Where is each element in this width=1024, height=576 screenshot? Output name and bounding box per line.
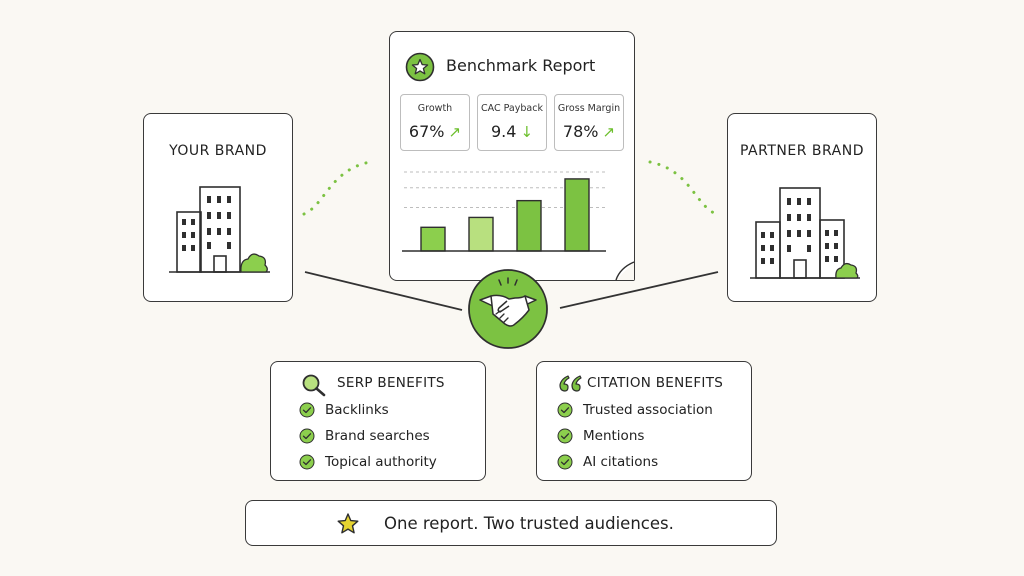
metric-label: CAC Payback xyxy=(481,103,543,114)
bush-icon xyxy=(835,262,859,279)
chart-bar xyxy=(468,216,494,252)
bush-icon xyxy=(240,253,268,273)
left-dotted-connector xyxy=(302,160,372,216)
check-circle-icon xyxy=(557,402,573,418)
citation-benefits-list: Trusted association Mentions AI citation… xyxy=(557,401,713,479)
check-circle-icon xyxy=(299,428,315,444)
star-icon xyxy=(337,513,359,534)
office-building-icon xyxy=(750,187,860,279)
arrow-up-right-icon: ↗ xyxy=(602,123,616,141)
your-brand-card: YOUR BRAND xyxy=(143,113,293,302)
chart-bar xyxy=(564,178,590,252)
citation-benefits-title: CITATION BENEFITS xyxy=(587,375,724,391)
serp-benefits-list: Backlinks Brand searches Topical authori… xyxy=(299,401,437,479)
arrow-up-right-icon: ↗ xyxy=(448,123,462,141)
bar-chart xyxy=(402,171,606,252)
tagline-banner: One report. Two trusted audiences. xyxy=(245,500,777,546)
your-brand-title: YOUR BRAND xyxy=(169,143,267,159)
benefit-text: Brand searches xyxy=(325,428,430,444)
left-connector-curve xyxy=(304,271,463,311)
star-badge-icon xyxy=(405,52,435,82)
benefit-text: Backlinks xyxy=(325,402,389,418)
right-dotted-connector xyxy=(648,160,718,216)
list-item: Brand searches xyxy=(299,427,437,453)
partner-brand-title: PARTNER BRAND xyxy=(740,143,864,159)
chart-bar xyxy=(420,226,446,252)
check-circle-icon xyxy=(557,428,573,444)
metric-card-gross-margin: Gross Margin 78% ↗ xyxy=(554,94,624,151)
serp-benefits-card: SERP BENEFITS Backlinks Brand searches T… xyxy=(270,361,486,481)
check-circle-icon xyxy=(299,454,315,470)
list-item: AI citations xyxy=(557,453,713,479)
benefit-text: AI citations xyxy=(583,454,659,470)
check-circle-icon xyxy=(299,402,315,418)
metric-label: Growth xyxy=(417,103,453,114)
metric-label: Gross Margin xyxy=(557,103,621,114)
benefit-text: Mentions xyxy=(583,428,645,444)
list-item: Mentions xyxy=(557,427,713,453)
benchmark-report-card: Benchmark Report Growth 67% ↗ CAC Payback… xyxy=(389,31,635,281)
office-building-icon xyxy=(169,186,270,273)
check-circle-icon xyxy=(557,454,573,470)
list-item: Trusted association xyxy=(557,401,713,427)
metric-card-growth: Growth 67% ↗ xyxy=(400,94,470,151)
magnifier-icon xyxy=(302,374,326,397)
metric-value: 9.4 xyxy=(490,122,517,141)
list-item: Topical authority xyxy=(299,453,437,479)
chart-bar xyxy=(516,199,542,252)
arrow-down-icon: ↓ xyxy=(520,123,534,141)
quote-icon xyxy=(559,375,582,392)
partner-brand-card: PARTNER BRAND xyxy=(727,113,877,302)
metric-value: 78% xyxy=(562,122,599,141)
right-connector-curve xyxy=(559,271,719,309)
metric-value: 67% xyxy=(408,122,445,141)
citation-benefits-card: CITATION BENEFITS Trusted association Me… xyxy=(536,361,752,481)
handshake-icon xyxy=(468,269,548,349)
benefit-text: Trusted association xyxy=(583,402,713,418)
metric-card-cac-payback: CAC Payback 9.4 ↓ xyxy=(477,94,547,151)
serp-benefits-title: SERP BENEFITS xyxy=(337,375,445,391)
list-item: Backlinks xyxy=(299,401,437,427)
benefit-text: Topical authority xyxy=(325,454,437,470)
report-title: Benchmark Report xyxy=(446,56,596,75)
page-curl xyxy=(615,261,635,281)
tagline-text: One report. Two trusted audiences. xyxy=(384,514,674,533)
